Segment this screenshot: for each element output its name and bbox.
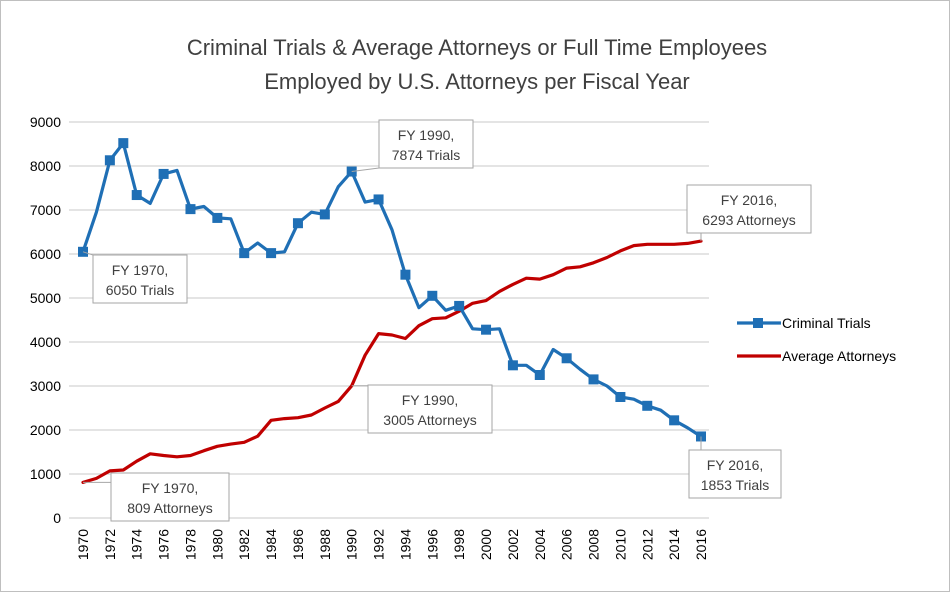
chart-title: Criminal Trials & Average Attorneys or F… bbox=[187, 35, 767, 60]
y-tick-label: 9000 bbox=[30, 114, 61, 130]
x-tick-label: 1972 bbox=[102, 529, 118, 560]
criminal-trials-marker bbox=[185, 204, 196, 215]
x-tick-label: 1974 bbox=[129, 529, 145, 560]
x-tick-label: 1976 bbox=[156, 529, 172, 560]
y-tick-label: 6000 bbox=[30, 246, 61, 262]
annotation-line1: FY 2016, bbox=[721, 192, 778, 208]
y-tick-label: 2000 bbox=[30, 422, 61, 438]
series-line-average-attorneys bbox=[81, 239, 703, 484]
x-tick-label: 2010 bbox=[612, 529, 628, 560]
criminal-trials-marker bbox=[454, 300, 465, 311]
grid-lines bbox=[69, 121, 709, 519]
criminal-trials-marker bbox=[615, 392, 626, 402]
y-tick-label: 8000 bbox=[30, 158, 61, 174]
criminal-trials-marker bbox=[104, 155, 115, 166]
annotation-line2: 6293 Attorneys bbox=[702, 212, 795, 228]
criminal-trials-marker bbox=[534, 370, 545, 380]
x-tick-label: 2004 bbox=[532, 529, 548, 560]
x-tick-label: 1986 bbox=[290, 529, 306, 560]
criminal-trials-marker bbox=[588, 374, 599, 385]
x-tick-label: 2006 bbox=[559, 529, 575, 560]
annotation-line1: FY 2016, bbox=[707, 457, 764, 473]
x-tick-label: 1980 bbox=[209, 529, 225, 560]
x-axis-ticks: 1970 1972 1974 1976 1978 1980 1982 1984 1986 1988… bbox=[75, 529, 709, 560]
y-tick-label: 5000 bbox=[30, 290, 61, 306]
criminal-trials-marker bbox=[118, 138, 129, 149]
y-tick-label: 4000 bbox=[30, 334, 61, 350]
annotation-line2: 809 Attorneys bbox=[127, 500, 213, 516]
criminal-trials-marker bbox=[400, 269, 411, 280]
x-tick-label: 2008 bbox=[586, 529, 602, 560]
legend: Criminal Trials Average Attorneys bbox=[737, 315, 896, 364]
criminal-trials-marker bbox=[561, 353, 572, 364]
criminal-trials-marker bbox=[642, 400, 653, 411]
annotation-line2: 1853 Trials bbox=[701, 477, 769, 493]
annotation-line1: FY 1970, bbox=[112, 262, 169, 278]
x-tick-label: 1982 bbox=[236, 529, 252, 560]
x-tick-label: 2012 bbox=[639, 529, 655, 560]
criminal-trials-marker bbox=[78, 246, 88, 257]
x-tick-label: 1998 bbox=[451, 529, 467, 560]
y-tick-label: 0 bbox=[53, 510, 61, 526]
criminal-trials-marker bbox=[131, 190, 142, 201]
annotation-line1: FY 1990, bbox=[398, 127, 455, 143]
x-tick-label: 1990 bbox=[344, 529, 360, 560]
legend-label: Criminal Trials bbox=[782, 315, 871, 331]
x-tick-label: 2016 bbox=[693, 529, 709, 560]
criminal-trials-marker bbox=[481, 324, 492, 335]
y-tick-label: 7000 bbox=[30, 202, 61, 218]
x-tick-label: 2002 bbox=[505, 529, 521, 560]
annotation-box bbox=[92, 254, 188, 304]
annotation-box bbox=[688, 449, 782, 499]
x-tick-label: 2000 bbox=[478, 529, 494, 560]
criminal-trials-marker bbox=[427, 290, 438, 301]
x-tick-label: 1994 bbox=[397, 529, 413, 560]
annotation-box bbox=[110, 472, 230, 522]
x-tick-label: 1978 bbox=[182, 529, 198, 560]
criminal-trials-marker bbox=[266, 248, 277, 259]
annotation-line2: 7874 Trials bbox=[392, 147, 460, 163]
x-tick-label: 1984 bbox=[263, 529, 279, 560]
criminal-trials-marker bbox=[373, 194, 384, 205]
legend-label: Average Attorneys bbox=[782, 348, 896, 364]
annotation-line2: 3005 Attorneys bbox=[383, 412, 476, 428]
criminal-trials-marker bbox=[158, 168, 169, 179]
legend-marker bbox=[753, 318, 763, 328]
annotation-leader bbox=[82, 251, 94, 256]
annotation-line1: FY 1990, bbox=[402, 392, 459, 408]
annotations: FY 1970, 6050 Trials FY 1990, 7874 Trials FY… bbox=[82, 119, 812, 522]
x-tick-label: 1970 bbox=[75, 529, 91, 560]
series-group bbox=[78, 138, 706, 484]
criminal-trials-marker bbox=[212, 212, 223, 223]
annotation-line1: FY 1970, bbox=[142, 480, 199, 496]
annotation-box bbox=[367, 384, 493, 434]
annotation-box bbox=[378, 119, 474, 169]
criminal-trials-marker bbox=[669, 415, 680, 426]
criminal-trials-marker bbox=[319, 209, 330, 220]
annotation-box bbox=[686, 184, 812, 234]
y-axis-ticks: 0 1000 2000 3000 4000 5000 6000 7000 8000 9000 bbox=[30, 114, 61, 526]
annotation-leader bbox=[351, 167, 380, 173]
y-tick-label: 3000 bbox=[30, 378, 61, 394]
chart-subtitle: Employed by U.S. Attorneys per Fiscal Ye… bbox=[264, 69, 690, 94]
criminal-trials-marker bbox=[507, 360, 518, 371]
annotation-line2: 6050 Trials bbox=[106, 282, 174, 298]
y-tick-label: 1000 bbox=[30, 466, 61, 482]
x-tick-label: 1992 bbox=[371, 529, 387, 560]
x-tick-label: 1988 bbox=[317, 529, 333, 560]
x-tick-label: 2014 bbox=[666, 529, 682, 560]
criminal-trials-marker bbox=[239, 248, 250, 259]
criminal-trials-marker bbox=[292, 218, 303, 229]
x-tick-label: 1996 bbox=[424, 529, 440, 560]
